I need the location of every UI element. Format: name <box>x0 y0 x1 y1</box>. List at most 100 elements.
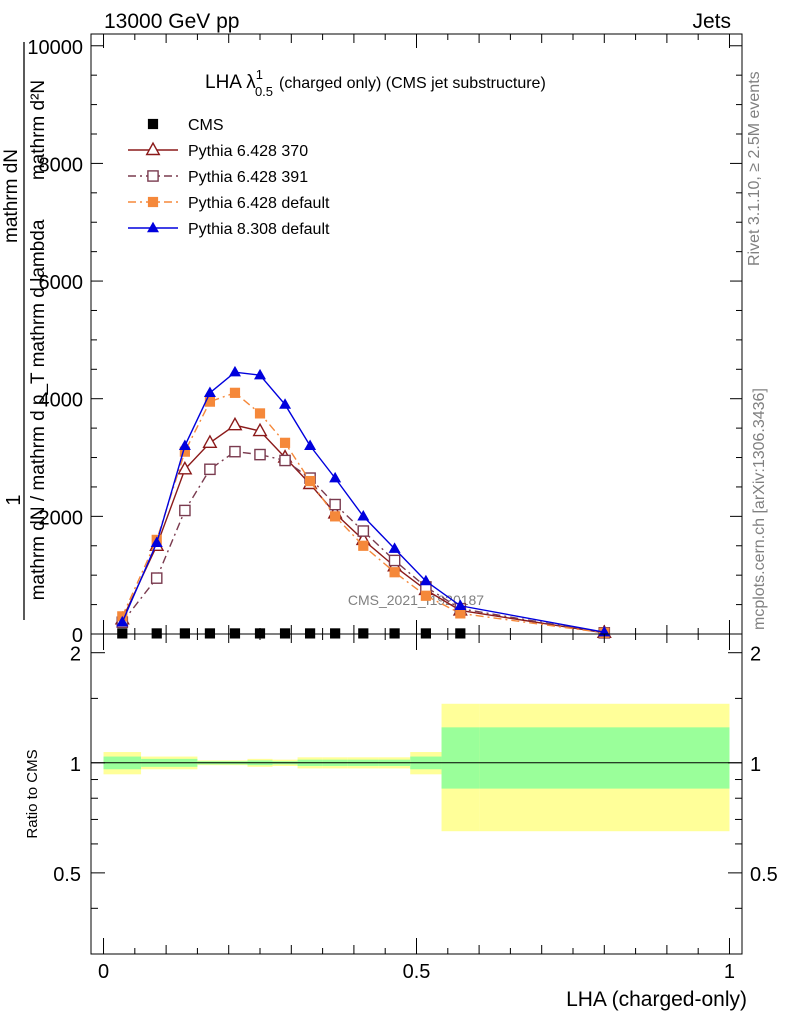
x-tick-label: 1 <box>724 961 735 983</box>
legend-label: Pythia 8.308 default <box>188 221 330 238</box>
legend-label: CMS <box>188 117 224 134</box>
x-tick-label: 0.5 <box>403 961 431 983</box>
x-tick-label: 0 <box>98 961 109 983</box>
data-point <box>228 365 241 377</box>
main-y-tick-label: 8000 <box>39 154 84 176</box>
main-ticks <box>91 34 742 635</box>
ratio-y-tick-labels: 0.5 0.5 1 1 2 2 <box>53 644 778 886</box>
data-point <box>420 628 431 639</box>
ylabel-left-num: mathrm d²N <box>28 80 49 180</box>
data-point <box>330 628 341 639</box>
legend-label: Pythia 6.428 370 <box>188 143 308 160</box>
data-point <box>357 510 370 521</box>
ratio-y-label: Ratio to CMS <box>24 749 41 838</box>
legend-item: Pythia 6.428 370 <box>128 141 308 160</box>
data-point <box>229 628 241 639</box>
chart-title-rest: (charged only) (CMS jet substructure) <box>279 75 546 92</box>
legend-swatch-marker <box>147 170 159 182</box>
data-point <box>420 590 431 601</box>
data-point <box>202 434 218 449</box>
data-point <box>203 386 216 398</box>
data-point <box>252 422 268 437</box>
data-point <box>227 416 243 431</box>
data-point <box>254 368 267 380</box>
chart-title: LHA λ1 0.5 (charged only) (CMS jet substru… <box>205 67 546 99</box>
legend: CMS Pythia 6.428 370 Pythia 6.428 391 Pythi… <box>128 117 330 238</box>
rivet-label: Rivet 3.1.10, ≥ 2.5M events <box>746 71 763 266</box>
data-point <box>329 471 342 483</box>
main-y-tick-label: 0 <box>72 625 83 647</box>
data-point <box>178 439 191 450</box>
data-point <box>229 387 241 398</box>
ratio-bands <box>103 703 730 832</box>
header-left: 13000 GeV pp <box>104 10 239 33</box>
ylabel-numerator: 1 <box>3 494 25 505</box>
data-point <box>254 408 266 419</box>
series-cms <box>117 628 466 639</box>
header-right: Jets <box>692 10 731 33</box>
data-point <box>304 439 317 450</box>
data-point <box>229 445 241 458</box>
data-point <box>204 463 216 476</box>
data-point <box>254 448 266 461</box>
data-point <box>179 446 190 457</box>
mcplots-label: mcplots.cern.ch [arXiv:1306.3436] <box>751 388 768 630</box>
data-point <box>455 628 466 639</box>
main-y-tick-label: 2000 <box>39 507 84 529</box>
legend-item: Pythia 8.308 default <box>128 221 330 238</box>
ratio-x-tick-labels: 0 0.5 1 <box>98 961 735 983</box>
legend-swatch-marker <box>147 221 159 233</box>
data-point <box>358 628 369 639</box>
data-point <box>177 460 193 475</box>
data-point <box>455 608 466 619</box>
data-point <box>150 572 163 584</box>
ratio-y-tick-label: 1 <box>750 754 761 776</box>
data-point <box>304 475 316 487</box>
series-line <box>121 392 605 634</box>
data-point <box>150 536 163 548</box>
legend-label: Pythia 6.428 default <box>188 195 330 212</box>
ratio-y-tick-label: 2 <box>750 644 761 666</box>
legend-item: Pythia 6.428 391 <box>128 169 308 186</box>
ratio-panel: 0.5 0.51 12 2 0 0.5 1 Ratio to CMS LHA (charg… <box>24 633 778 1011</box>
ratio-y-tick-label: 0.5 <box>53 864 81 886</box>
data-point <box>388 542 401 553</box>
ratio-ticks <box>91 634 742 954</box>
legend-swatch-marker <box>145 141 161 156</box>
chart-title-sub: 0.5 <box>255 84 273 99</box>
data-point <box>117 628 128 639</box>
data-point <box>329 498 341 511</box>
data-point <box>279 398 292 409</box>
main-y-tick-label: 4000 <box>39 390 84 412</box>
main-y-tick-label: 10000 <box>27 37 83 59</box>
ylabel-fraction-top: mathrm dN <box>1 149 22 243</box>
legend-label: Pythia 6.428 391 <box>188 169 308 186</box>
main-y-tick-labels: 0 2000 4000 6000 8000 10000 <box>27 37 83 647</box>
data-point <box>151 628 162 639</box>
data-point <box>204 396 216 407</box>
series-line <box>121 450 605 634</box>
data-point <box>204 628 216 639</box>
ratio-y-tick-label: 0.5 <box>750 864 778 886</box>
main-y-label: 1 mathrm dN mathrm dN / mathrm d p_T mat… <box>1 42 49 620</box>
main-y-tick-label: 6000 <box>39 272 84 294</box>
ratio-band-stat <box>479 727 730 789</box>
legend-item: Pythia 6.428 default <box>128 195 330 212</box>
data-point <box>279 628 291 639</box>
data-point <box>389 628 400 639</box>
data-point <box>179 628 190 639</box>
data-point <box>419 574 432 586</box>
ylabel-fraction-bottom: mathrm dN / mathrm d p_T mathrm d lambda <box>28 219 49 600</box>
data-point <box>279 437 291 448</box>
ratio-band-stat <box>441 727 480 789</box>
legend-swatch-marker <box>147 196 159 208</box>
data-point <box>357 525 370 537</box>
data-point <box>254 628 266 639</box>
data-point <box>179 504 191 517</box>
chart-title-main: LHA λ <box>205 72 256 93</box>
legend-item: CMS <box>147 117 224 134</box>
data-point <box>389 567 400 578</box>
x-axis-label: LHA (charged-only) <box>566 988 747 1011</box>
ratio-y-tick-label: 1 <box>70 754 81 776</box>
